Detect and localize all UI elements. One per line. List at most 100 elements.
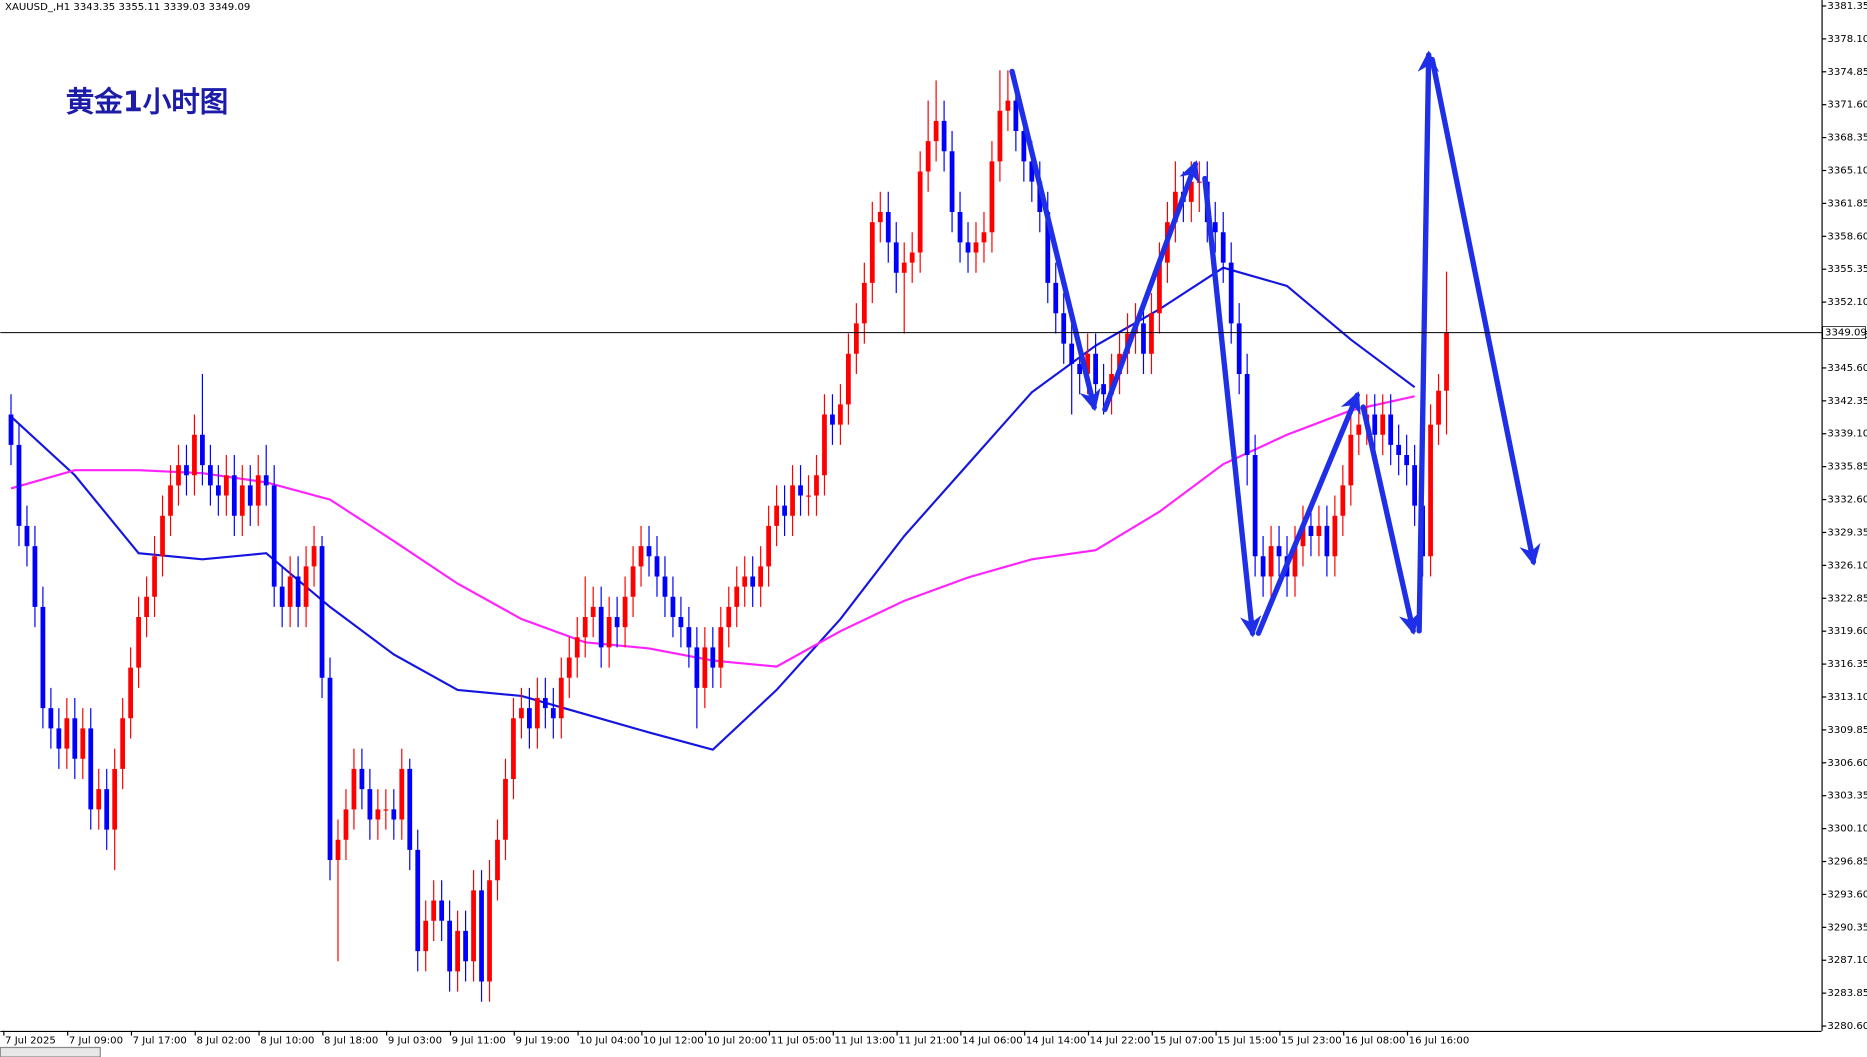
candle-body [798, 485, 803, 496]
x-tick-label: 9 Jul 11:00 [452, 1035, 506, 1046]
candle-body [136, 617, 141, 668]
candle-body [295, 576, 301, 607]
candle-body [590, 606, 596, 618]
candle-body [447, 920, 453, 972]
candle-body [1045, 212, 1051, 283]
candle-body [311, 546, 317, 567]
y-tick-label: 3306.60 [1827, 758, 1867, 769]
high: 3355.11 [118, 2, 160, 13]
candle-body [965, 242, 971, 253]
y-tick-label: 3283.85 [1827, 988, 1867, 999]
candle-body [24, 525, 30, 547]
candle-body [1228, 262, 1234, 324]
x-tick-label: 14 Jul 06:00 [962, 1035, 1023, 1046]
y-tick-label: 3345.60 [1827, 363, 1867, 374]
x-tick-label: 8 Jul 02:00 [196, 1035, 250, 1046]
candle-body [112, 768, 118, 830]
candle-body [263, 475, 269, 486]
candle-body [1013, 100, 1019, 132]
y-tick-label: 3303.35 [1827, 791, 1867, 802]
candle-body [1372, 414, 1378, 435]
candle-body [534, 698, 540, 729]
y-tick-label: 3381.35 [1827, 1, 1867, 12]
candle-body [1388, 414, 1394, 445]
arrow [1102, 160, 1200, 413]
candle-body [1412, 465, 1418, 506]
candle-body [606, 617, 612, 648]
x-tick-label: 16 Jul 08:00 [1345, 1035, 1406, 1046]
candle-body [200, 434, 205, 466]
candle-body [1212, 222, 1218, 233]
candle-body [96, 789, 102, 810]
candle-body [415, 849, 421, 952]
candle-body [766, 525, 772, 567]
candle-body [574, 637, 580, 658]
candle-body [1268, 546, 1274, 577]
candle-body [327, 677, 333, 861]
candle-body [8, 414, 14, 445]
x-tick-label: 16 Jul 16:00 [1409, 1035, 1470, 1046]
candle-body [359, 768, 365, 790]
candle-body [973, 242, 979, 253]
y-tick-label: 3300.10 [1827, 824, 1867, 835]
candle-body [1308, 525, 1314, 537]
symbol: XAUUSD_,H1 [5, 2, 70, 13]
candle-body [614, 617, 620, 628]
candle-body [1188, 181, 1194, 202]
candle-body [1085, 353, 1091, 375]
x-tick-label: 11 Jul 13:00 [834, 1035, 895, 1046]
y-tick-label: 3329.35 [1827, 527, 1867, 538]
candle-body [893, 242, 899, 273]
y-tick-label: 3358.60 [1827, 231, 1867, 242]
candle-body [1324, 525, 1330, 557]
candle-body [670, 596, 676, 618]
candle-body [997, 110, 1003, 162]
candle-body [1332, 515, 1338, 557]
candle-body [1300, 525, 1306, 547]
candle-body [463, 930, 468, 962]
candle-body [933, 120, 939, 142]
chart-tab[interactable] [0, 1046, 101, 1057]
chart-header: XAUUSD_,H1 3343.35 3355.11 3339.03 3349.… [5, 2, 250, 13]
candle-body [1404, 455, 1410, 466]
candle-body [782, 505, 787, 516]
candle-body [1356, 424, 1362, 435]
candle-body [734, 586, 740, 607]
candle-body [917, 171, 923, 253]
candle-body [989, 161, 995, 233]
candle-body [694, 647, 700, 688]
candle-body [853, 323, 859, 354]
candle-body [495, 839, 500, 881]
candle-body [1444, 332, 1449, 391]
candle-body [303, 566, 309, 607]
candle-body [686, 627, 692, 648]
candle-body [1077, 363, 1083, 375]
open: 3343.35 [73, 2, 115, 13]
candle-body [654, 556, 660, 577]
arrow [1429, 56, 1541, 567]
candle-body [718, 627, 724, 668]
candle-body [88, 728, 94, 810]
candle-body [407, 768, 413, 850]
candle-body [678, 617, 684, 628]
candle-body [1316, 525, 1322, 537]
candle-body [208, 465, 213, 486]
candle-body [790, 485, 795, 516]
y-tick-label: 3352.10 [1827, 297, 1867, 308]
candle-body [630, 566, 636, 597]
x-tick-label: 10 Jul 12:00 [643, 1035, 704, 1046]
y-tick-label: 3280.60 [1827, 1021, 1867, 1032]
candle-body [1053, 282, 1059, 314]
candle-body [901, 262, 907, 273]
arrow [1416, 50, 1440, 634]
candle-body [64, 718, 70, 749]
candle-body [391, 809, 397, 820]
candle-body [941, 120, 947, 152]
candle-body [80, 728, 86, 759]
candle-body [1236, 323, 1242, 375]
y-tick-label: 3339.10 [1827, 429, 1867, 440]
candle-body [1220, 232, 1226, 263]
y-tick-label: 3293.60 [1827, 889, 1867, 900]
x-tick-label: 9 Jul 19:00 [515, 1035, 569, 1046]
y-tick-label: 3342.35 [1827, 396, 1867, 407]
